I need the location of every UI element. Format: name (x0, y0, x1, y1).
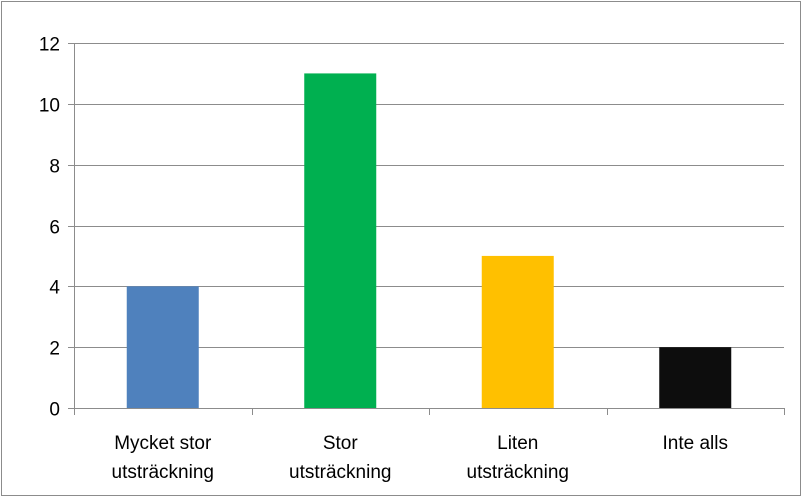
x-category-label-line: Inte alls (663, 433, 728, 454)
bar (481, 255, 554, 408)
y-tick-label: 4 (49, 278, 60, 299)
y-tick-label: 12 (39, 35, 60, 56)
x-category-label: Inte alls (663, 433, 728, 454)
bar (659, 347, 732, 408)
x-category-label: Mycket stor utsträckning (112, 433, 214, 483)
y-tick-label: 10 (39, 96, 60, 117)
x-category-label: Stor utsträckning (289, 433, 391, 483)
bar (304, 73, 377, 409)
x-category-label: Liten utsträckning (467, 433, 569, 483)
x-category-label-line: utsträckning (467, 462, 569, 483)
y-tick-label: 0 (49, 400, 60, 421)
bar (126, 286, 199, 408)
bars (126, 73, 732, 409)
y-tick-label: 2 (49, 339, 60, 360)
axes (68, 43, 785, 415)
x-category-label-line: Liten (497, 433, 538, 454)
x-category-label-line: Stor (323, 433, 359, 454)
x-category-label-line: Mycket stor (114, 433, 212, 454)
y-tick-label: 8 (49, 157, 60, 178)
y-tick-label: 6 (49, 218, 60, 239)
x-category-label-line: utsträckning (112, 462, 214, 483)
x-category-label-line: utsträckning (289, 462, 391, 483)
y-tick-labels: 0 2 4 6 8 10 12 (39, 35, 61, 421)
